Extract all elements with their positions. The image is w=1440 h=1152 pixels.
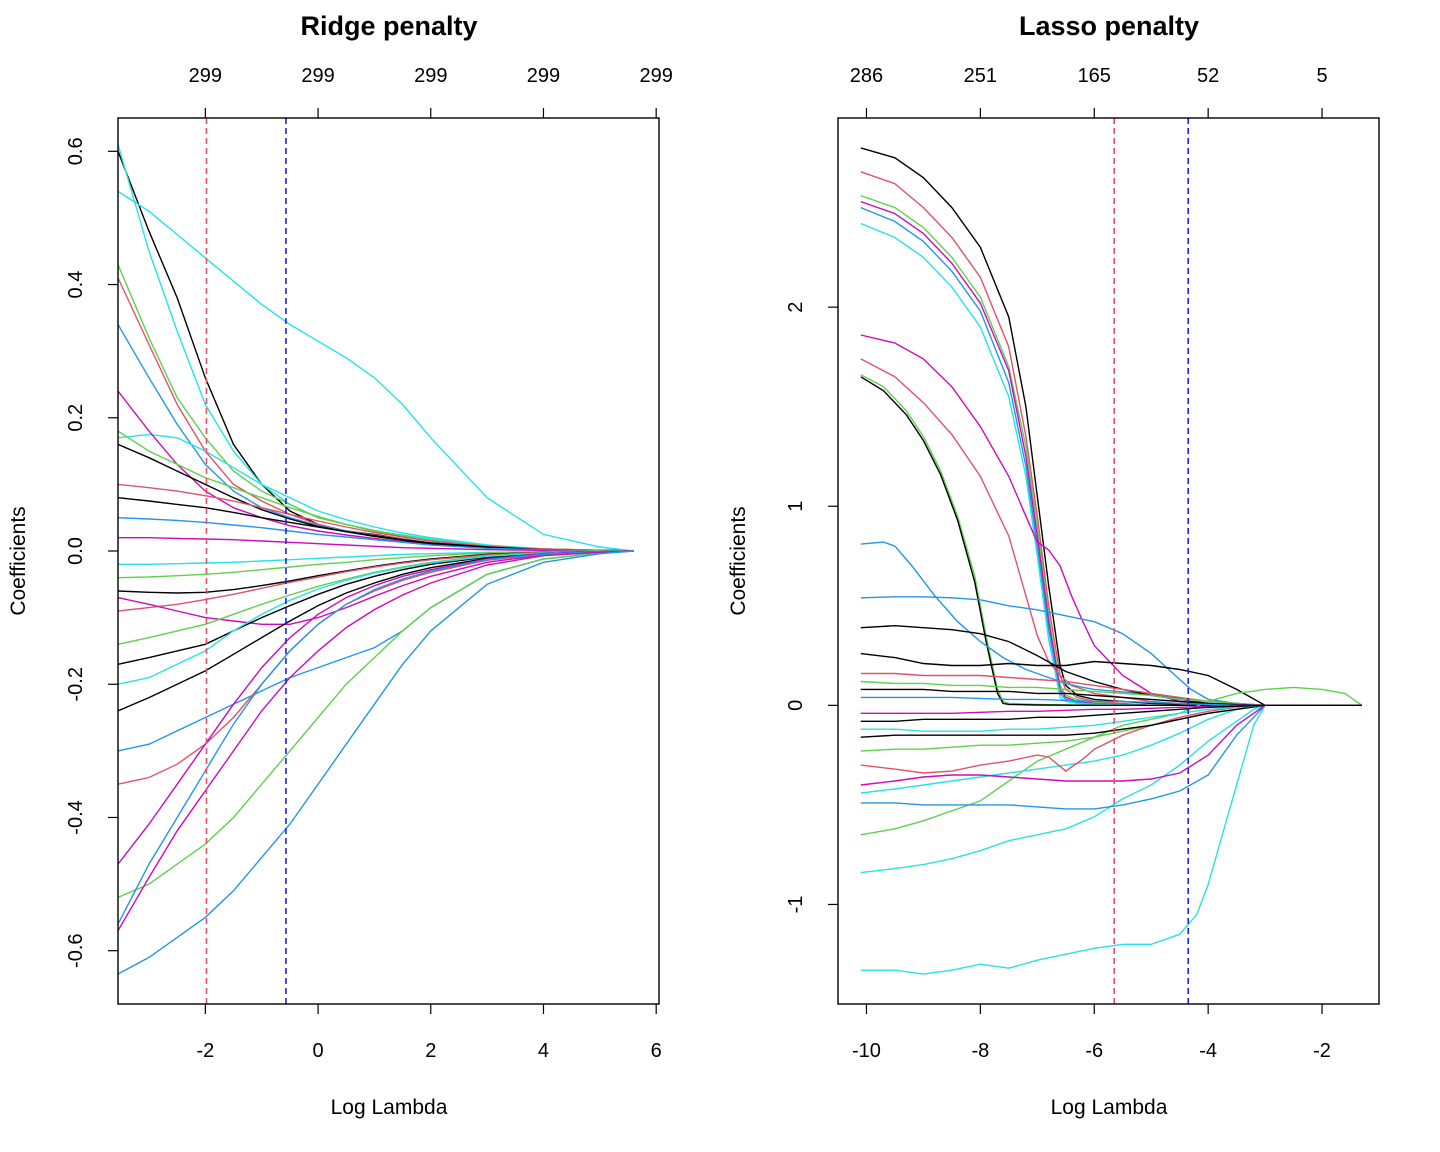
ridge-coef-path-0 xyxy=(118,151,634,552)
lasso-coef-path-28 xyxy=(860,704,1362,714)
lasso-x-axis-label: Log Lambda xyxy=(1051,1096,1168,1119)
ridge-coef-path-10 xyxy=(118,483,634,552)
ridge-y-axis-label: Coefficients xyxy=(7,506,30,615)
lasso-coef-path-22 xyxy=(860,704,1362,738)
lasso-coef-path-9 xyxy=(860,376,1362,706)
ridge-coef-path-4 xyxy=(118,277,634,552)
lasso-coef-path-0 xyxy=(860,147,1362,706)
ridge-series-group xyxy=(118,144,634,975)
lasso-plot-frame xyxy=(837,117,1380,1005)
lasso-x-tick-label-1: -8 xyxy=(971,1040,989,1062)
lasso-y-tick-label-3: 2 xyxy=(785,302,807,313)
lasso-coef-path-8 xyxy=(860,374,1362,706)
lasso-coef-path-11 xyxy=(860,596,1362,706)
lasso-y-tick-label-0: -1 xyxy=(785,896,807,914)
ridge-x-tick-label-3: 4 xyxy=(538,1040,549,1062)
ridge-y-tick-label-1: -0.4 xyxy=(65,800,87,834)
lasso-coef-path-14 xyxy=(860,704,1362,975)
lasso-y-axis-label: Coefficients xyxy=(727,506,750,615)
lasso-x-tick-label-0: -10 xyxy=(852,1040,881,1062)
lasso-coef-path-10 xyxy=(860,541,1362,706)
ridge-x-axis-label: Log Lambda xyxy=(331,1096,448,1119)
ridge-coef-path-26 xyxy=(118,550,634,899)
lasso-coef-path-3 xyxy=(860,200,1362,706)
lasso-series-group xyxy=(860,147,1363,975)
ridge-x-tick-label-1: 0 xyxy=(312,1040,323,1062)
ridge-top-tick-label-2: 299 xyxy=(414,65,447,87)
ridge-coef-path-5 xyxy=(118,324,634,552)
lasso-coef-path-1 xyxy=(860,171,1362,706)
lasso-x-tick-label-3: -4 xyxy=(1199,1040,1217,1062)
lasso-top-tick-label-2: 165 xyxy=(1078,65,1111,87)
ridge-y-tick-label-4: 0.2 xyxy=(65,404,87,432)
lasso-x-tick-label-2: -6 xyxy=(1085,1040,1103,1062)
ridge-coef-path-21 xyxy=(118,550,634,685)
ridge-coef-path-3 xyxy=(118,264,634,552)
ridge-coef-path-24 xyxy=(118,550,634,785)
ridge-y-tick-label-5: 0.4 xyxy=(65,271,87,299)
ridge-coef-path-19 xyxy=(118,550,634,645)
lasso-coef-path-21 xyxy=(860,704,1362,752)
lasso-coef-path-13 xyxy=(860,652,1362,706)
lasso-top-tick-label-4: 5 xyxy=(1316,65,1327,87)
ridge-coef-path-1 xyxy=(118,190,634,552)
lasso-top-tick-label-1: 251 xyxy=(964,65,997,87)
ridge-coef-path-6 xyxy=(118,433,634,552)
lasso-x-tick-label-4: -2 xyxy=(1313,1040,1331,1062)
ridge-y-tick-label-6: 0.6 xyxy=(65,137,87,165)
ridge-plot-frame xyxy=(117,117,660,1005)
lasso-y-tick-label-1: 0 xyxy=(785,700,807,711)
lasso-y-tick-label-2: 1 xyxy=(785,501,807,512)
ridge-y-tick-label-2: -0.2 xyxy=(65,667,87,701)
ridge-x-tick-label-2: 2 xyxy=(425,1040,436,1062)
ridge-panel: Ridge penalty Log Lambda Coefficients -2… xyxy=(7,11,673,1119)
ridge-title: Ridge penalty xyxy=(300,11,477,41)
ridge-x-tick-label-0: -2 xyxy=(196,1040,214,1062)
ridge-top-tick-label-1: 299 xyxy=(301,65,334,87)
ridge-coef-path-23 xyxy=(118,550,634,752)
lasso-coef-path-29 xyxy=(860,704,1362,722)
lasso-panel: Lasso penalty Log Lambda Coefficients -1… xyxy=(727,11,1380,1119)
lasso-coef-path-16 xyxy=(860,686,1363,836)
ridge-coef-path-18 xyxy=(118,550,634,625)
lasso-coef-path-18 xyxy=(860,704,1362,794)
ridge-top-tick-label-4: 299 xyxy=(639,65,672,87)
lasso-coef-path-27 xyxy=(860,696,1362,706)
lasso-coef-path-23 xyxy=(860,704,1362,732)
lasso-top-tick-label-3: 52 xyxy=(1197,65,1219,87)
ridge-coef-path-13 xyxy=(118,537,634,552)
ridge-coef-path-29 xyxy=(118,550,634,975)
ridge-coef-path-28 xyxy=(118,550,634,932)
lasso-title: Lasso penalty xyxy=(1019,11,1199,41)
ridge-y-tick-label-0: -0.6 xyxy=(65,933,87,967)
ridge-top-tick-label-0: 299 xyxy=(189,65,222,87)
lasso-coef-path-6 xyxy=(860,334,1362,706)
ridge-coef-path-15 xyxy=(118,550,634,579)
lasso-coef-path-12 xyxy=(860,624,1362,706)
ridge-coef-path-12 xyxy=(118,517,634,552)
lasso-coef-path-20 xyxy=(860,704,1362,774)
ridge-y-tick-label-3: 0.0 xyxy=(65,537,87,565)
ridge-x-tick-label-4: 6 xyxy=(651,1040,662,1062)
ridge-top-tick-label-3: 299 xyxy=(527,65,560,87)
ridge-coef-path-25 xyxy=(118,550,634,865)
lasso-coef-path-15 xyxy=(860,704,1362,874)
ridge-coef-path-27 xyxy=(118,550,634,925)
lasso-coef-path-7 xyxy=(860,358,1362,706)
lasso-coef-path-19 xyxy=(860,704,1362,786)
lasso-coef-path-17 xyxy=(860,704,1362,810)
lasso-coef-path-26 xyxy=(860,688,1362,706)
lasso-coef-path-25 xyxy=(860,680,1362,706)
ridge-coef-path-11 xyxy=(118,497,634,552)
lasso-top-tick-label-0: 286 xyxy=(850,65,883,87)
lasso-coef-path-4 xyxy=(860,206,1362,706)
